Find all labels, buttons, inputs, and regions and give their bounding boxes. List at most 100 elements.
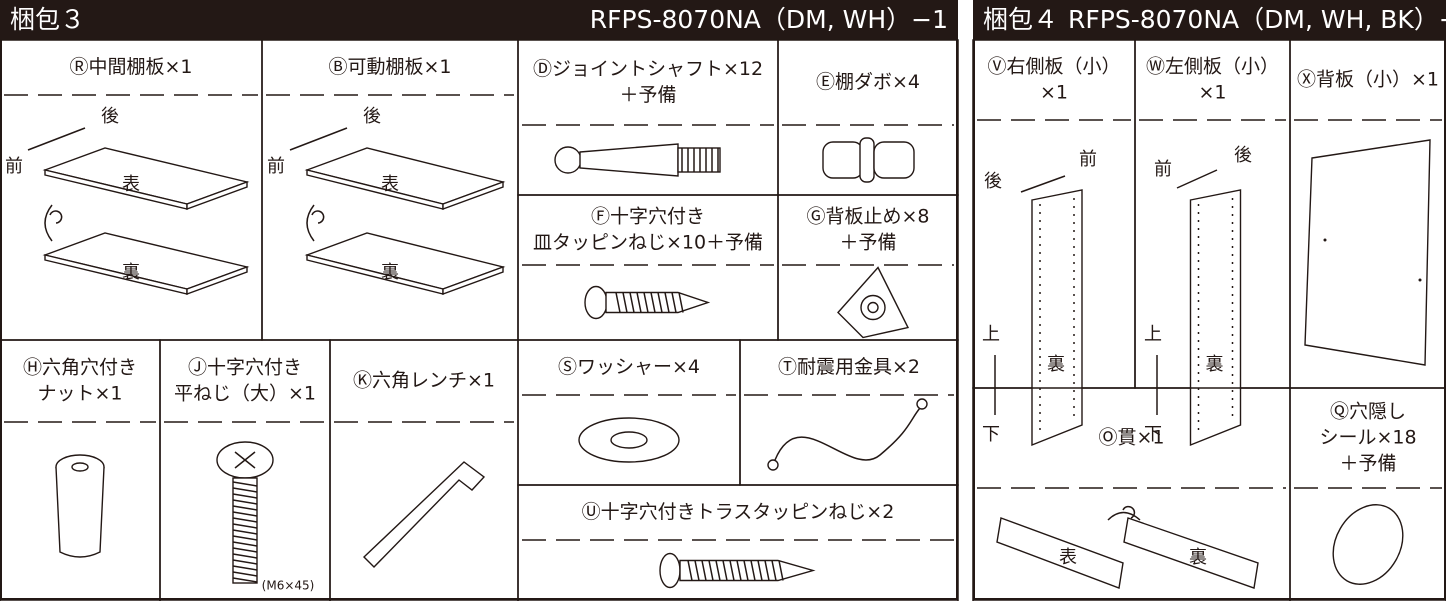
illustration-shape — [71, 462, 89, 472]
part-label: 皿タッピンねじ×10＋予備 — [533, 232, 763, 254]
illustration-label: 裏 — [122, 262, 140, 283]
illustration-label: 表 — [1059, 547, 1077, 568]
part-label: Ⓚ六角レンチ×1 — [353, 370, 495, 392]
part-illustration — [554, 143, 721, 177]
part-illustration — [578, 417, 680, 463]
illustration-label: 表 — [381, 174, 399, 195]
illustration-shape — [659, 552, 681, 589]
cell-border — [517, 484, 959, 601]
illustration-label: 前 — [1079, 149, 1097, 170]
illustration-label: 上 — [1144, 324, 1162, 345]
illustration-label: 表 — [122, 174, 140, 195]
illustration-shape — [289, 127, 348, 151]
illustration-shape — [867, 301, 879, 314]
illustration-shape — [232, 481, 258, 583]
part-cell: Ⓤ十字穴付きトラスタッピンねじ×2 — [517, 484, 959, 601]
illustration-shape — [859, 137, 875, 183]
part-label: Ⓞ貫×1 — [1098, 427, 1164, 449]
part-label: ナット×1 — [37, 383, 122, 405]
illustration-shape — [1123, 517, 1259, 589]
part-label: Ⓙ十字穴付き — [188, 357, 302, 379]
illustration-label: 下 — [1144, 424, 1162, 445]
cell-border — [1289, 387, 1446, 601]
part-label: ×1 — [1198, 82, 1226, 104]
illustration-label: 後 — [101, 106, 119, 127]
illustration-shape — [767, 459, 779, 471]
part-label: シール×18 — [1319, 427, 1416, 449]
illustration-shape — [234, 451, 256, 469]
part-label: Ⓥ右側板（小） — [987, 56, 1120, 78]
part-label: Ⓔ棚ダボ×4 — [816, 71, 920, 93]
illustration-shape — [605, 291, 711, 314]
part-illustration — [1332, 504, 1404, 585]
part-label: Ⓕ十字穴付き — [591, 206, 705, 228]
illustration-shape — [687, 560, 784, 581]
illustration-label: 後 — [1234, 145, 1252, 166]
illustration-shape — [579, 143, 679, 177]
part-cell: Ⓖ背板止め×8 ＋予備 — [777, 194, 959, 341]
part-cell: Ⓢワッシャー×4 — [517, 339, 741, 486]
package3-model: RFPS-8070NA（DM, WH）−1 — [590, 5, 948, 34]
illustration-shape — [1189, 189, 1242, 447]
illustration-shape — [615, 292, 684, 313]
illustration-shape — [44, 204, 63, 242]
part-label: Ⓗ六角穴付き — [23, 357, 137, 379]
part-illustration — [55, 454, 105, 558]
illustration-shape — [186, 265, 248, 296]
illustration-label: 前 — [5, 156, 23, 177]
illustration-shape — [916, 398, 928, 410]
illustration-shape — [996, 517, 1124, 589]
illustration-shape — [774, 407, 921, 461]
illustration-shape — [442, 180, 504, 211]
part-label: Ⓢワッシャー×4 — [558, 356, 700, 378]
part-label: ＋予備 — [1339, 453, 1396, 475]
illustration-label: 裏 — [1189, 547, 1207, 568]
illustration-shape — [1304, 139, 1431, 366]
illustration-label: 下 — [982, 424, 1000, 445]
part-label: Ⓖ背板止め×8 — [806, 206, 929, 228]
illustration-shape — [1418, 278, 1422, 282]
part-illustration — [1304, 139, 1431, 366]
illustration-label: 後 — [984, 171, 1002, 192]
illustration-shape — [186, 180, 248, 211]
part-cell: Ⓧ背板（小）×1 — [1289, 39, 1446, 389]
illustration-shape — [1332, 504, 1404, 585]
part-cell: Ⓚ六角レンチ×1 — [329, 339, 519, 601]
part-illustration: (M6×45) — [216, 441, 315, 593]
part-label: 平ねじ（大）×1 — [174, 383, 316, 405]
illustration-shape — [677, 147, 721, 173]
illustration-shape — [822, 141, 864, 179]
part-label: ＋予備 — [619, 84, 676, 106]
illustration-shape — [681, 148, 719, 172]
part-label: Ⓧ背板（小）×1 — [1297, 69, 1439, 91]
part-cell: Ⓔ棚ダボ×4 — [777, 39, 959, 196]
package3-title: 梱包３ — [10, 5, 85, 34]
part-label: Ⓠ穴隠し — [1330, 401, 1406, 423]
illustration-label: 裏 — [381, 262, 399, 283]
part-illustration — [362, 461, 486, 568]
part-label: Ⓡ中間棚板×1 — [69, 56, 192, 78]
illustration-label: (M6×45) — [262, 579, 315, 593]
part-cell: Ⓓジョイントシャフト×12 ＋予備 — [517, 39, 779, 196]
illustration-shape — [1107, 505, 1141, 521]
illustration-shape — [873, 141, 915, 179]
illustration-label: 上 — [982, 324, 1000, 345]
illustration-shape — [362, 461, 486, 568]
part-label: Ⓑ可動棚板×1 — [328, 56, 451, 78]
part-illustration — [659, 552, 816, 589]
illustration-shape — [27, 127, 86, 151]
